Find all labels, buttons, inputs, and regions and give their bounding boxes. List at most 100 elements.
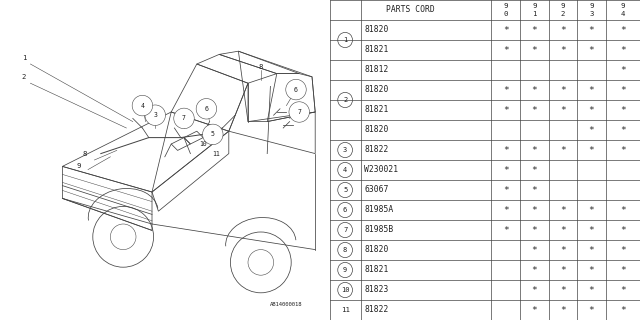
Text: 4: 4 [621,11,625,17]
Text: *: * [620,306,626,315]
Text: 81820: 81820 [364,85,388,94]
Text: 11: 11 [212,151,220,156]
Text: *: * [620,85,626,94]
Text: *: * [620,266,626,275]
Text: *: * [503,165,508,174]
Text: 4: 4 [140,103,145,108]
Text: 9: 9 [561,3,565,9]
Text: *: * [589,85,595,94]
Circle shape [203,124,223,145]
Text: PARTS CORD: PARTS CORD [386,5,435,14]
Text: 81820: 81820 [364,245,388,254]
Text: 81820: 81820 [364,26,388,35]
Text: 2: 2 [22,74,26,80]
Text: 9: 9 [589,3,594,9]
Circle shape [289,102,310,122]
Text: *: * [532,165,538,174]
Text: 10: 10 [199,141,207,147]
Text: 9: 9 [532,3,537,9]
Text: 7: 7 [343,227,348,233]
Text: *: * [589,45,595,54]
Text: *: * [589,205,595,214]
Text: 8: 8 [343,247,348,253]
Text: 9: 9 [343,267,348,273]
Text: *: * [620,285,626,294]
Text: *: * [560,26,566,35]
Text: *: * [560,266,566,275]
Text: 9: 9 [76,164,81,169]
Text: 11: 11 [340,307,349,313]
Text: 3: 3 [589,11,594,17]
Text: 63067: 63067 [364,186,388,195]
Text: *: * [532,146,538,155]
Text: *: * [620,146,626,155]
Text: *: * [620,245,626,254]
Text: *: * [503,226,508,235]
Text: *: * [620,106,626,115]
Text: *: * [503,106,508,115]
Text: 1: 1 [532,11,537,17]
Text: *: * [560,285,566,294]
Text: 10: 10 [341,287,349,293]
Circle shape [196,99,217,119]
Text: *: * [620,66,626,75]
Text: *: * [560,245,566,254]
Text: 81822: 81822 [364,146,388,155]
Text: *: * [503,205,508,214]
Text: *: * [532,45,538,54]
Circle shape [286,79,307,100]
Text: *: * [560,226,566,235]
Text: *: * [560,106,566,115]
Text: 81821: 81821 [364,266,388,275]
Text: *: * [503,26,508,35]
Text: 81823: 81823 [364,285,388,294]
Text: *: * [532,26,538,35]
Text: *: * [532,186,538,195]
Text: *: * [620,125,626,134]
Circle shape [174,108,195,129]
Text: *: * [532,226,538,235]
Text: *: * [589,106,595,115]
Text: *: * [589,125,595,134]
Text: *: * [503,45,508,54]
Text: 6: 6 [204,106,209,112]
Text: *: * [620,26,626,35]
Text: 2: 2 [561,11,565,17]
Text: *: * [589,266,595,275]
Text: *: * [532,85,538,94]
Text: 5: 5 [343,187,348,193]
Text: *: * [560,306,566,315]
Text: 1: 1 [343,37,348,43]
Text: *: * [560,205,566,214]
Text: *: * [589,146,595,155]
Text: 3: 3 [343,147,348,153]
Text: *: * [589,285,595,294]
Text: *: * [503,186,508,195]
Text: 7: 7 [182,116,186,121]
Text: 0: 0 [503,11,508,17]
Text: *: * [589,245,595,254]
Text: 6: 6 [343,207,348,213]
Text: AB14000018: AB14000018 [270,301,303,307]
Text: 81820: 81820 [364,125,388,134]
Text: 9: 9 [621,3,625,9]
Text: 81812: 81812 [364,66,388,75]
Text: *: * [532,245,538,254]
Text: *: * [532,266,538,275]
Text: *: * [589,306,595,315]
Text: 81822: 81822 [364,306,388,315]
Text: *: * [620,226,626,235]
Text: *: * [532,106,538,115]
Text: *: * [620,45,626,54]
Text: *: * [589,26,595,35]
Text: W230021: W230021 [364,165,399,174]
Text: 81985B: 81985B [364,226,394,235]
Text: *: * [560,45,566,54]
Text: 1: 1 [22,55,26,60]
Text: 2: 2 [343,97,348,103]
Text: 8: 8 [83,151,87,156]
Text: 6: 6 [294,87,298,92]
Text: 9: 9 [503,3,508,9]
Text: *: * [589,226,595,235]
Text: *: * [560,85,566,94]
